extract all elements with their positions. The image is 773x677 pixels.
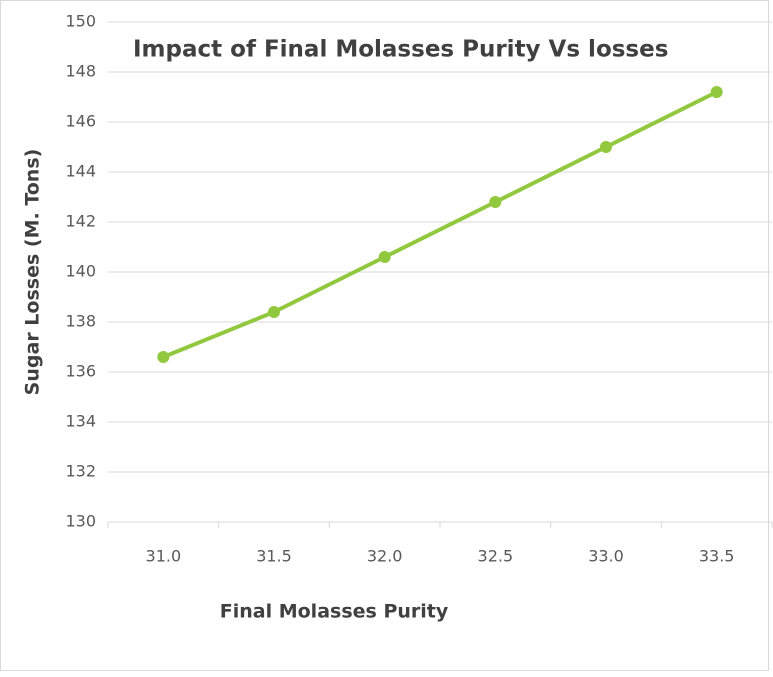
y-tick-label: 138 xyxy=(65,312,96,331)
y-tick-label: 142 xyxy=(65,212,96,231)
y-axis-title: Sugar Losses (M. Tons) xyxy=(22,149,44,396)
data-point xyxy=(600,141,612,153)
x-tick-label: 33.5 xyxy=(699,547,735,566)
y-tick-label: 130 xyxy=(65,512,96,531)
data-point xyxy=(489,196,502,208)
y-tick-label: 140 xyxy=(65,262,96,281)
y-tick-label: 134 xyxy=(65,412,96,431)
data-line xyxy=(162,90,718,359)
data-point xyxy=(268,306,280,318)
x-tick-label: 31.0 xyxy=(146,547,182,566)
y-tick-label: 148 xyxy=(65,62,96,81)
data-point xyxy=(710,86,723,98)
data-point xyxy=(157,351,170,363)
chart-title: Impact of Final Molasses Purity Vs losse… xyxy=(133,37,668,63)
y-tick-label: 150 xyxy=(65,12,96,31)
x-tick-label: 33.0 xyxy=(588,547,624,566)
x-tick-label: 31.5 xyxy=(256,547,292,566)
x-axis-title: Final Molasses Purity xyxy=(220,601,449,623)
y-tick-label: 144 xyxy=(65,162,96,181)
y-tick-label: 146 xyxy=(65,112,96,131)
y-tick-label: 132 xyxy=(65,462,96,481)
y-tick-label: 136 xyxy=(65,362,96,381)
data-point xyxy=(378,251,391,263)
x-tick-label: 32.5 xyxy=(478,547,514,566)
x-tick-label: 32.0 xyxy=(367,547,403,566)
